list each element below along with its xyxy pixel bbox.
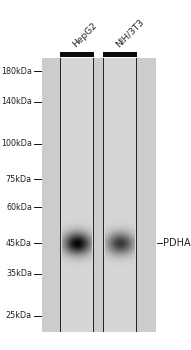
Text: PDHA1: PDHA1 (163, 238, 191, 248)
Text: HepG2: HepG2 (71, 21, 99, 49)
Text: 75kDa: 75kDa (6, 175, 32, 183)
Text: 140kDa: 140kDa (1, 98, 32, 106)
Text: 35kDa: 35kDa (6, 270, 32, 279)
Text: 100kDa: 100kDa (1, 140, 32, 148)
Text: 60kDa: 60kDa (6, 203, 32, 211)
Text: 25kDa: 25kDa (6, 312, 32, 321)
Text: 45kDa: 45kDa (6, 238, 32, 247)
Text: NIH/3T3: NIH/3T3 (114, 17, 146, 49)
Text: 180kDa: 180kDa (1, 66, 32, 76)
